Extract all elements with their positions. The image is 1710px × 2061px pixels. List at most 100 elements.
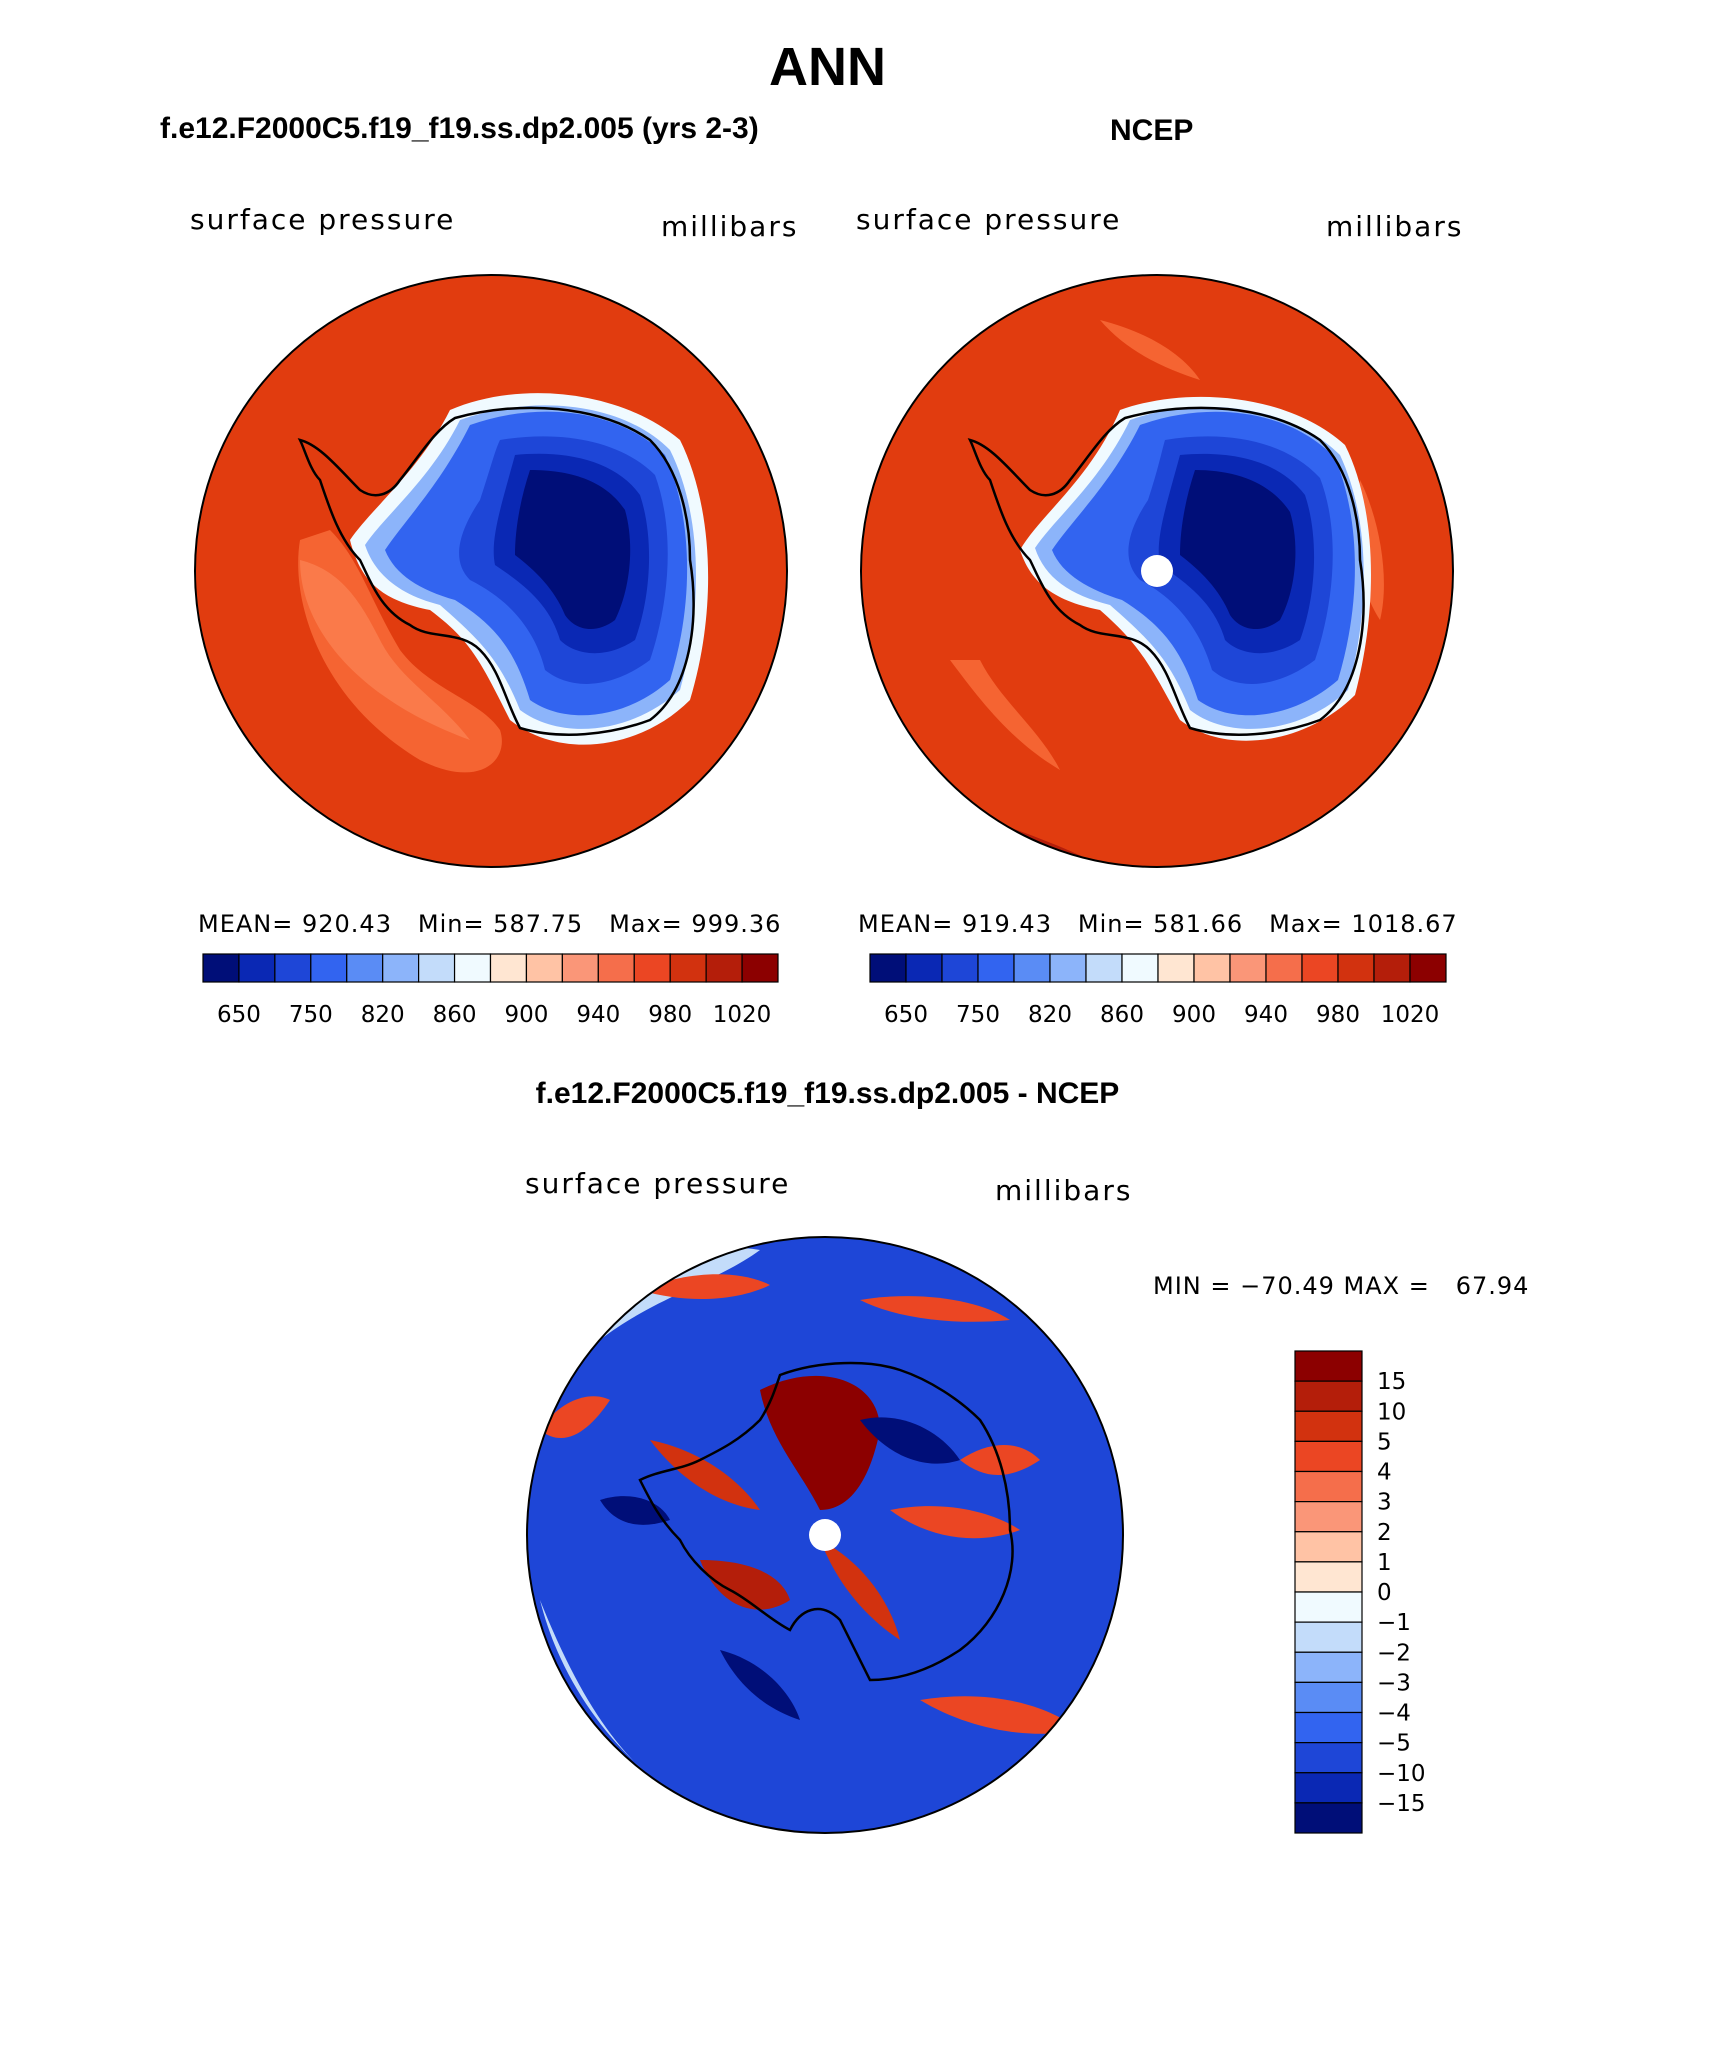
colorbar-2-box-6 [1085,953,1123,983]
colorbar-2-box-14 [1373,953,1411,983]
map-3-patch-d [640,1274,770,1300]
colorbar-3-box-14 [1294,1772,1363,1804]
panel-1-stats: MEAN= 920.43 Min= 587.75 Max= 999.36 [198,910,781,938]
map-2-coastline [967,406,1365,736]
map-3-patch-m [920,1696,1080,1734]
colorbar-1-box-7 [453,953,492,983]
colorbar-2-box-7 [1121,953,1159,983]
map-3-pole-hole [809,1519,841,1551]
panel-1-variable-label: surface pressure [190,203,456,236]
colorbar-3-box-8 [1294,1591,1363,1623]
map-2-pole-hole [1141,555,1173,587]
panel-3-units-label: millibars [995,1174,1133,1207]
colorbar-3-box-3 [1294,1440,1363,1473]
map-3-patch-n [860,1417,960,1464]
colorbar-2-tick-6: 980 [1316,1002,1360,1028]
panel-1-title: f.e12.F2000C5.f19_f19.ss.dp2.005 (yrs 2-… [160,112,759,145]
map-3-boundary [526,1236,1124,1834]
colorbar-3-tick-6: 1 [1377,1550,1392,1576]
panel-2-stats: MEAN= 919.43 Min= 581.66 Max= 1018.67 [858,910,1458,938]
map-3-patch-e [860,1296,1010,1322]
colorbar-3-box-6 [1294,1531,1363,1563]
panel-2-max: Max= 1018.67 [1269,910,1458,938]
colorbar-2-tick-1: 750 [956,1002,1000,1028]
colorbar-3-tick-5: 2 [1377,1520,1392,1546]
colorbar-2-box-10 [1229,953,1267,983]
colorbar-3-box-10 [1294,1651,1363,1683]
map-1-ocean-high-inner [300,560,470,740]
colorbar-2-tick-5: 940 [1244,1002,1288,1028]
colorbar-1-tick-2: 820 [361,1002,405,1028]
colorbar-1-tick-5: 940 [576,1002,620,1028]
map-3-patch-f [540,1396,610,1439]
colorbar-3-tick-13: −10 [1377,1761,1426,1787]
colorbar-3-box-5 [1294,1501,1363,1533]
colorbar-2-tick-2: 820 [1028,1002,1072,1028]
colorbar-1-box-0 [202,953,240,983]
map-2-ocean-patch-1 [950,660,1060,770]
panel-1-max: Max= 999.36 [609,910,782,938]
map-2-ocean-patch-2 [1100,320,1200,380]
colorbar-2-box-12 [1301,953,1339,983]
colorbar-3-box-4 [1294,1470,1363,1503]
colorbar-3-tick-9: −2 [1377,1640,1411,1666]
colorbar-3-box-2 [1294,1410,1363,1442]
map-3-patch-j [820,1540,900,1640]
colorbar-1-box-9 [525,953,563,983]
panel-2-title: NCEP [1110,114,1194,147]
colorbar-1-box-14 [705,953,743,983]
panel-3-minmax: MIN = −70.49 MAX = 67.94 [1153,1272,1530,1300]
colorbar-2-box-0 [869,953,907,983]
colorbar-3-box-11 [1294,1681,1363,1714]
colorbar-3-box-0 [1294,1350,1363,1382]
colorbar-1-box-1 [238,953,276,983]
colorbar-2-box-11 [1265,953,1303,983]
colorbar-2-box-5 [1049,953,1087,983]
colorbar-3-tick-8: −1 [1377,1610,1411,1636]
colorbar-2-box-13 [1337,953,1375,983]
colorbar-2-box-15 [1409,953,1447,983]
colorbar-3-tick-2: 5 [1377,1429,1392,1455]
panel-2-variable-label: surface pressure [856,203,1122,236]
colorbar-1-box-13 [669,953,707,983]
map-2-boundary [860,274,1454,868]
colorbar-1-tick-3: 860 [433,1002,477,1028]
colorbar-1-tick-6: 980 [648,1002,692,1028]
colorbar-2-tick-0: 650 [884,1002,928,1028]
colorbar-1-box-12 [633,953,671,983]
colorbar-2-box-1 [905,953,943,983]
map-3-coastline [638,1361,1014,1682]
panel-3-variable-label: surface pressure [525,1167,791,1200]
colorbar-1-box-6 [418,953,456,983]
colorbar-2-tick-7: 1020 [1381,1002,1440,1028]
colorbar-1-box-15 [741,953,779,983]
panel-3-title: f.e12.F2000C5.f19_f19.ss.dp2.005 - NCEP [535,1077,1120,1110]
colorbar-3-tick-11: −4 [1377,1701,1411,1727]
colorbar-3-box-7 [1294,1561,1363,1593]
colorbar-3-tick-12: −5 [1377,1731,1411,1757]
colorbar-1-tick-1: 750 [289,1002,333,1028]
map-3-patch-g [650,1440,760,1510]
colorbar-2-box-2 [941,953,979,983]
colorbar-3-tick-4: 3 [1377,1490,1392,1516]
colorbar-2-tick-3: 860 [1100,1002,1144,1028]
colorbar-3-tick-0: 15 [1377,1369,1406,1395]
colorbar-3-box-1 [1294,1380,1363,1412]
colorbar-1-tick-4: 900 [504,1002,548,1028]
panel-2-units-label: millibars [1326,210,1464,243]
map-1-coastline [297,406,695,736]
colorbar-3-tick-1: 10 [1377,1399,1406,1425]
figure-title: ANN [769,37,886,97]
colorbar-2-box-8 [1157,953,1195,983]
colorbar-3-box-12 [1294,1711,1363,1744]
colorbar-3-box-15 [1294,1802,1363,1834]
map-1-antarctica-core [515,470,631,630]
map-3-patch-k [890,1506,1020,1539]
colorbar-1-tick-7: 1020 [713,1002,772,1028]
